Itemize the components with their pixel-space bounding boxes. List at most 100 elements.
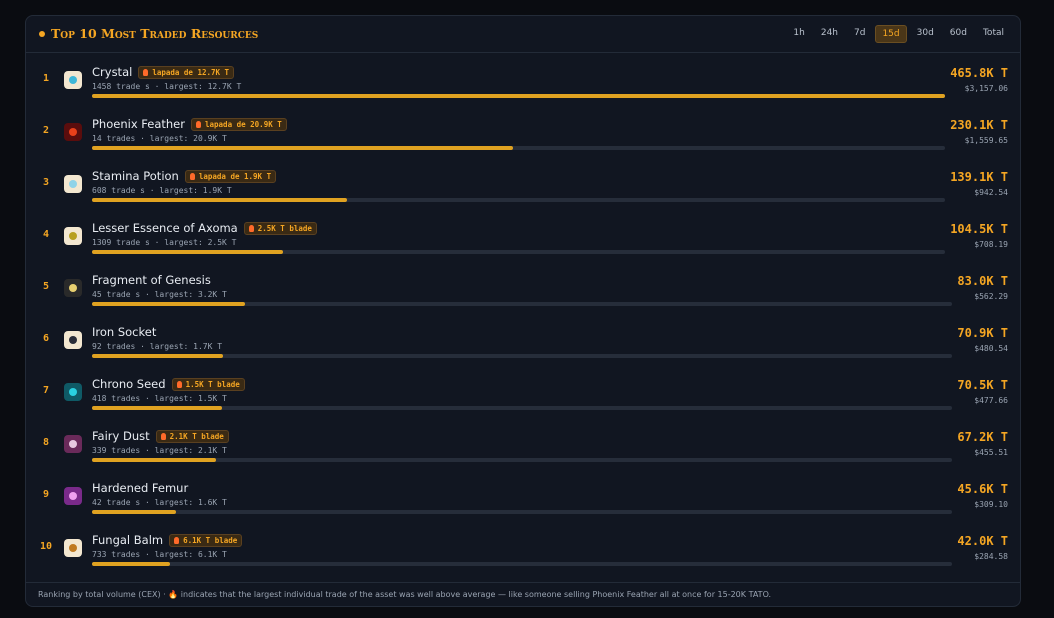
name-line: Hardened Femur bbox=[92, 481, 188, 495]
volume-bar bbox=[92, 302, 246, 306]
resource-icon bbox=[64, 175, 82, 193]
usd-value: $562.29 bbox=[974, 292, 1008, 301]
whale-badge: lapada de 12.7K T bbox=[138, 65, 235, 79]
volume-track bbox=[92, 146, 945, 150]
name-line: Phoenix Feather lapada de 20.9K T bbox=[92, 117, 287, 131]
volume-label: 70.5K T bbox=[957, 378, 1008, 392]
volume-bar bbox=[92, 198, 347, 202]
flame-icon bbox=[196, 120, 201, 128]
tabs: 1h 24h 7d 15d 30d 60d Total bbox=[787, 25, 1010, 43]
resource-name: Iron Socket bbox=[92, 325, 157, 339]
time-tab[interactable]: 24h bbox=[820, 28, 838, 38]
volume-track bbox=[92, 510, 952, 514]
trade-stats: 1309 trade s · largest: 2.5K T bbox=[92, 238, 237, 247]
icon-glyph bbox=[69, 128, 77, 136]
usd-value: $1,559.65 bbox=[964, 136, 1008, 145]
rank: 7 bbox=[42, 385, 50, 396]
resource-row: 2 Phoenix Feather lapada de 20.9K T 14 trad… bbox=[26, 108, 1020, 160]
header: Top 10 Most Traded Resources 1h 24h 7d 15d 3… bbox=[26, 16, 1020, 53]
name-line: Stamina Potion lapada de 1.9K T bbox=[92, 169, 277, 183]
trade-stats: 418 trades · largest: 1.5K T bbox=[92, 394, 227, 403]
flame-icon bbox=[176, 380, 182, 388]
resource-icon bbox=[64, 487, 82, 505]
footer-text: Ranking by total volume (CEX) · 🔥 indica… bbox=[38, 590, 772, 599]
resource-name: Phoenix Feather bbox=[92, 117, 185, 131]
volume-track bbox=[92, 94, 945, 98]
volume-label: 83.0K T bbox=[957, 274, 1008, 288]
resource-row: 6 Iron Socket 92 trades · largest: 1.7K T 7… bbox=[26, 316, 1020, 368]
volume-bar bbox=[92, 146, 514, 150]
volume-track bbox=[92, 458, 952, 462]
resource-icon bbox=[64, 435, 82, 453]
volume-bar bbox=[92, 354, 223, 358]
trade-stats: 339 trades · largest: 2.1K T bbox=[92, 446, 227, 455]
flame-icon bbox=[160, 432, 166, 440]
volume-bar bbox=[92, 510, 177, 514]
trade-stats: 608 trade s · largest: 1.9K T bbox=[92, 186, 232, 195]
icon-glyph bbox=[69, 76, 77, 84]
name-line: Iron Socket bbox=[92, 325, 156, 339]
volume-track bbox=[92, 406, 952, 410]
time-tab[interactable]: 60d bbox=[949, 28, 967, 38]
badge-text: 1.5K T blade bbox=[185, 379, 240, 389]
time-tab[interactable]: 1h bbox=[793, 28, 805, 38]
name-line: Fragment of Genesis bbox=[92, 273, 211, 287]
rank: 10 bbox=[39, 541, 53, 552]
usd-value: $455.51 bbox=[974, 448, 1008, 457]
resource-name: Crystal bbox=[92, 65, 133, 79]
time-tab[interactable]: Total bbox=[982, 28, 1004, 38]
flame-icon bbox=[143, 68, 149, 76]
badge-text: 2.5K T blade bbox=[257, 223, 312, 233]
resource-row: 10 Fungal Balm 6.1K T blade 733 trades · la… bbox=[26, 524, 1020, 576]
title: Top 10 Most Traded Resources bbox=[51, 26, 259, 41]
icon-glyph bbox=[69, 180, 77, 188]
rank: 2 bbox=[42, 125, 50, 136]
icon-glyph bbox=[69, 232, 77, 240]
volume-label: 104.5K T bbox=[950, 222, 1008, 236]
resource-name: Lesser Essence of Axoma bbox=[92, 221, 238, 235]
resource-name: Chrono Seed bbox=[92, 377, 166, 391]
rank: 9 bbox=[42, 489, 50, 500]
resource-icon bbox=[64, 331, 82, 349]
usd-value: $309.10 bbox=[974, 500, 1008, 509]
time-tab[interactable]: 15d bbox=[875, 25, 907, 43]
resource-name: Fungal Balm bbox=[92, 533, 164, 547]
volume-bar bbox=[92, 250, 284, 254]
resource-icon bbox=[64, 383, 82, 401]
trade-stats: 1458 trade s · largest: 12.7K T bbox=[92, 82, 242, 91]
icon-glyph bbox=[69, 284, 77, 292]
resource-row: 9 Hardened Femur 42 trade s · largest: 1.6… bbox=[26, 472, 1020, 524]
rank: 5 bbox=[42, 281, 50, 292]
volume-label: 230.1K T bbox=[950, 118, 1008, 132]
whale-badge: 2.5K T blade bbox=[243, 221, 317, 235]
resource-icon bbox=[64, 539, 82, 557]
time-tab[interactable]: 7d bbox=[854, 28, 866, 38]
volume-track bbox=[92, 250, 945, 254]
volume-label: 42.0K T bbox=[957, 534, 1008, 548]
usd-value: $3,157.06 bbox=[964, 84, 1008, 93]
trade-stats: 42 trade s · largest: 1.6K T bbox=[92, 498, 227, 507]
flame-icon bbox=[174, 536, 180, 544]
volume-label: 67.2K T bbox=[957, 430, 1008, 444]
badge-text: lapada de 12.7K T bbox=[152, 67, 230, 77]
icon-glyph bbox=[69, 544, 77, 552]
footer: Ranking by total volume (CEX) · 🔥 indica… bbox=[26, 582, 1020, 607]
time-tab[interactable]: 30d bbox=[916, 28, 934, 38]
volume-track bbox=[92, 562, 952, 566]
whale-badge: lapada de 20.9K T bbox=[191, 117, 287, 131]
name-line: Fairy Dust 2.1K T blade bbox=[92, 429, 229, 443]
whale-badge: 6.1K T blade bbox=[169, 533, 243, 547]
resource-row: 1 Crystal lapada de 12.7K T 1458 trade s · … bbox=[26, 56, 1020, 108]
usd-value: $477.66 bbox=[974, 396, 1008, 405]
badge-text: lapada de 1.9K T bbox=[198, 171, 272, 181]
rank: 1 bbox=[42, 73, 50, 84]
trade-stats: 92 trades · largest: 1.7K T bbox=[92, 342, 223, 351]
name-line: Crystal lapada de 12.7K T bbox=[92, 65, 235, 79]
volume-label: 70.9K T bbox=[957, 326, 1008, 340]
badge-text: lapada de 20.9K T bbox=[205, 119, 282, 129]
badge-text: 2.1K T blade bbox=[169, 431, 224, 441]
name-line: Fungal Balm 6.1K T blade bbox=[92, 533, 243, 547]
volume-bar bbox=[92, 458, 217, 462]
volume-bar bbox=[92, 406, 223, 410]
name-line: Chrono Seed 1.5K T blade bbox=[92, 377, 245, 391]
